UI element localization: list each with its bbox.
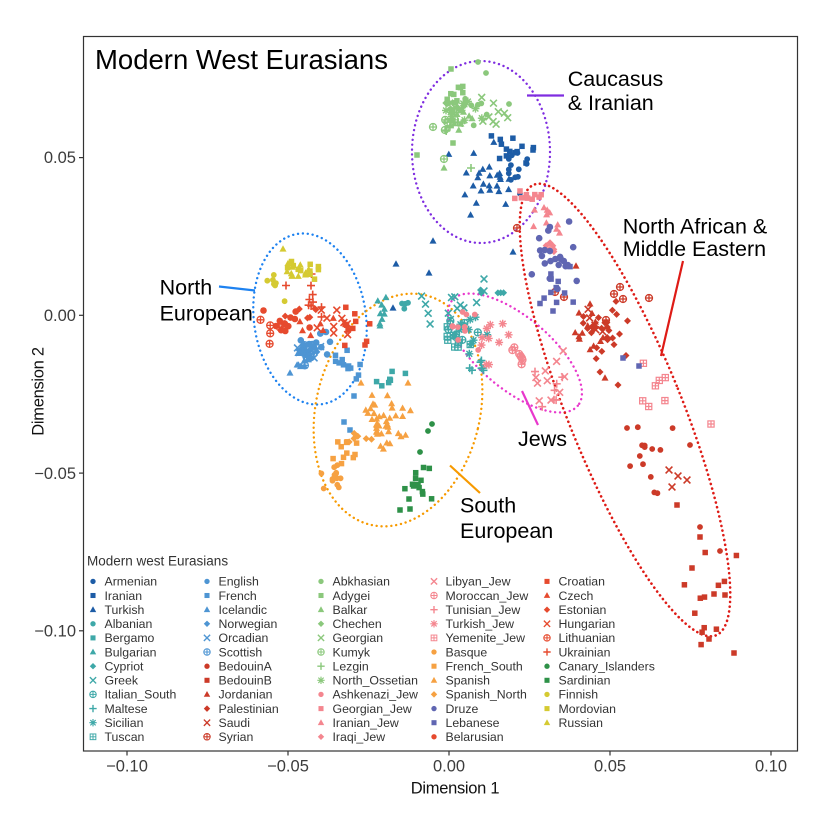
svg-text:Modern west Eurasians: Modern west Eurasians bbox=[87, 554, 228, 569]
svg-text:Albanian: Albanian bbox=[105, 617, 153, 631]
svg-text:Caucasus: Caucasus bbox=[568, 67, 664, 91]
svg-text:Spanish: Spanish bbox=[446, 674, 491, 688]
svg-text:Lithuanian: Lithuanian bbox=[559, 631, 616, 645]
svg-text:Cypriot: Cypriot bbox=[105, 660, 145, 674]
svg-text:Croatian: Croatian bbox=[559, 575, 606, 589]
svg-text:BedouinA: BedouinA bbox=[219, 660, 273, 674]
svg-text:−0.05: −0.05 bbox=[34, 465, 76, 483]
svg-text:−0.05: −0.05 bbox=[267, 758, 309, 776]
svg-text:Jews: Jews bbox=[518, 427, 567, 451]
svg-text:Lebanese: Lebanese bbox=[446, 716, 500, 730]
svg-text:Belarusian: Belarusian bbox=[446, 730, 504, 744]
svg-text:Iraqi_Jew: Iraqi_Jew bbox=[333, 730, 386, 744]
svg-text:Turkish: Turkish bbox=[105, 603, 145, 617]
svg-text:Adygei: Adygei bbox=[333, 589, 371, 603]
svg-text:Bulgarian: Bulgarian bbox=[105, 645, 157, 659]
svg-text:Georgian_Jew: Georgian_Jew bbox=[333, 702, 412, 716]
svg-text:Moroccan_Jew: Moroccan_Jew bbox=[446, 589, 529, 603]
svg-text:Saudi: Saudi bbox=[219, 716, 250, 730]
svg-text:Turkish_Jew: Turkish_Jew bbox=[446, 617, 515, 631]
svg-text:Bergamo: Bergamo bbox=[105, 631, 155, 645]
svg-text:Georgian: Georgian bbox=[333, 631, 384, 645]
svg-text:Icelandic: Icelandic bbox=[219, 603, 268, 617]
svg-text:0.10: 0.10 bbox=[755, 758, 787, 776]
svg-text:Italian_South: Italian_South bbox=[105, 688, 177, 702]
svg-text:Lezgin: Lezgin bbox=[333, 660, 369, 674]
svg-text:Tunisian_Jew: Tunisian_Jew bbox=[446, 603, 521, 617]
svg-text:Greek: Greek bbox=[105, 674, 139, 688]
svg-text:0.05: 0.05 bbox=[594, 758, 626, 776]
svg-text:English: English bbox=[219, 575, 259, 589]
svg-text:Middle Eastern: Middle Eastern bbox=[623, 237, 766, 261]
svg-text:Balkar: Balkar bbox=[333, 603, 368, 617]
svg-text:Iranian: Iranian bbox=[105, 589, 143, 603]
svg-text:Kumyk: Kumyk bbox=[333, 645, 371, 659]
svg-text:Russian: Russian bbox=[559, 716, 604, 730]
svg-text:Palestinian: Palestinian bbox=[219, 702, 279, 716]
svg-text:−0.10: −0.10 bbox=[34, 623, 76, 641]
svg-text:Maltese: Maltese bbox=[105, 702, 148, 716]
svg-text:Dimension 1: Dimension 1 bbox=[411, 780, 500, 798]
svg-text:Dimension 2: Dimension 2 bbox=[30, 347, 48, 436]
svg-text:Armenian: Armenian bbox=[105, 575, 158, 589]
svg-text:Libyan_Jew: Libyan_Jew bbox=[446, 575, 511, 589]
svg-text:Abkhasian: Abkhasian bbox=[333, 575, 391, 589]
svg-text:Finnish: Finnish bbox=[559, 688, 599, 702]
svg-text:Iranian_Jew: Iranian_Jew bbox=[333, 716, 399, 730]
svg-text:Basque: Basque bbox=[446, 645, 488, 659]
svg-text:Mordovian: Mordovian bbox=[559, 702, 617, 716]
svg-text:Jordanian: Jordanian bbox=[219, 688, 273, 702]
svg-text:0.05: 0.05 bbox=[44, 149, 76, 167]
svg-text:−0.10: −0.10 bbox=[106, 758, 148, 776]
svg-text:Syrian: Syrian bbox=[219, 730, 254, 744]
svg-text:South: South bbox=[460, 494, 516, 518]
svg-text:European: European bbox=[160, 302, 253, 326]
svg-text:Czech: Czech bbox=[559, 589, 594, 603]
svg-text:Ashkenazi_Jew: Ashkenazi_Jew bbox=[333, 688, 419, 702]
svg-text:Scottish: Scottish bbox=[219, 645, 263, 659]
svg-text:Orcadian: Orcadian bbox=[219, 631, 269, 645]
svg-text:Spanish_North: Spanish_North bbox=[446, 688, 528, 702]
svg-text:Canary_Islanders: Canary_Islanders bbox=[559, 660, 655, 674]
svg-text:Norwegian: Norwegian bbox=[219, 617, 278, 631]
svg-text:French_South: French_South bbox=[446, 660, 523, 674]
svg-text:North_Ossetian: North_Ossetian bbox=[333, 674, 419, 688]
svg-text:French: French bbox=[219, 589, 257, 603]
svg-text:North African &: North African & bbox=[623, 215, 768, 239]
svg-text:European: European bbox=[460, 519, 553, 543]
svg-text:& Iranian: & Iranian bbox=[568, 91, 654, 115]
svg-text:Estonian: Estonian bbox=[559, 603, 607, 617]
svg-text:Modern West Eurasians: Modern West Eurasians bbox=[95, 44, 388, 75]
svg-text:BedouinB: BedouinB bbox=[219, 674, 272, 688]
svg-text:Druze: Druze bbox=[446, 702, 479, 716]
svg-text:Chechen: Chechen bbox=[333, 617, 382, 631]
svg-text:0.00: 0.00 bbox=[44, 307, 76, 325]
svg-text:Yemenite_Jew: Yemenite_Jew bbox=[446, 631, 526, 645]
svg-text:North: North bbox=[160, 276, 213, 300]
svg-text:0.00: 0.00 bbox=[433, 758, 465, 776]
svg-text:Hungarian: Hungarian bbox=[559, 617, 616, 631]
svg-text:Ukrainian: Ukrainian bbox=[559, 645, 611, 659]
svg-text:Tuscan: Tuscan bbox=[105, 730, 145, 744]
svg-text:Sardinian: Sardinian bbox=[559, 674, 611, 688]
svg-text:Sicilian: Sicilian bbox=[105, 716, 144, 730]
